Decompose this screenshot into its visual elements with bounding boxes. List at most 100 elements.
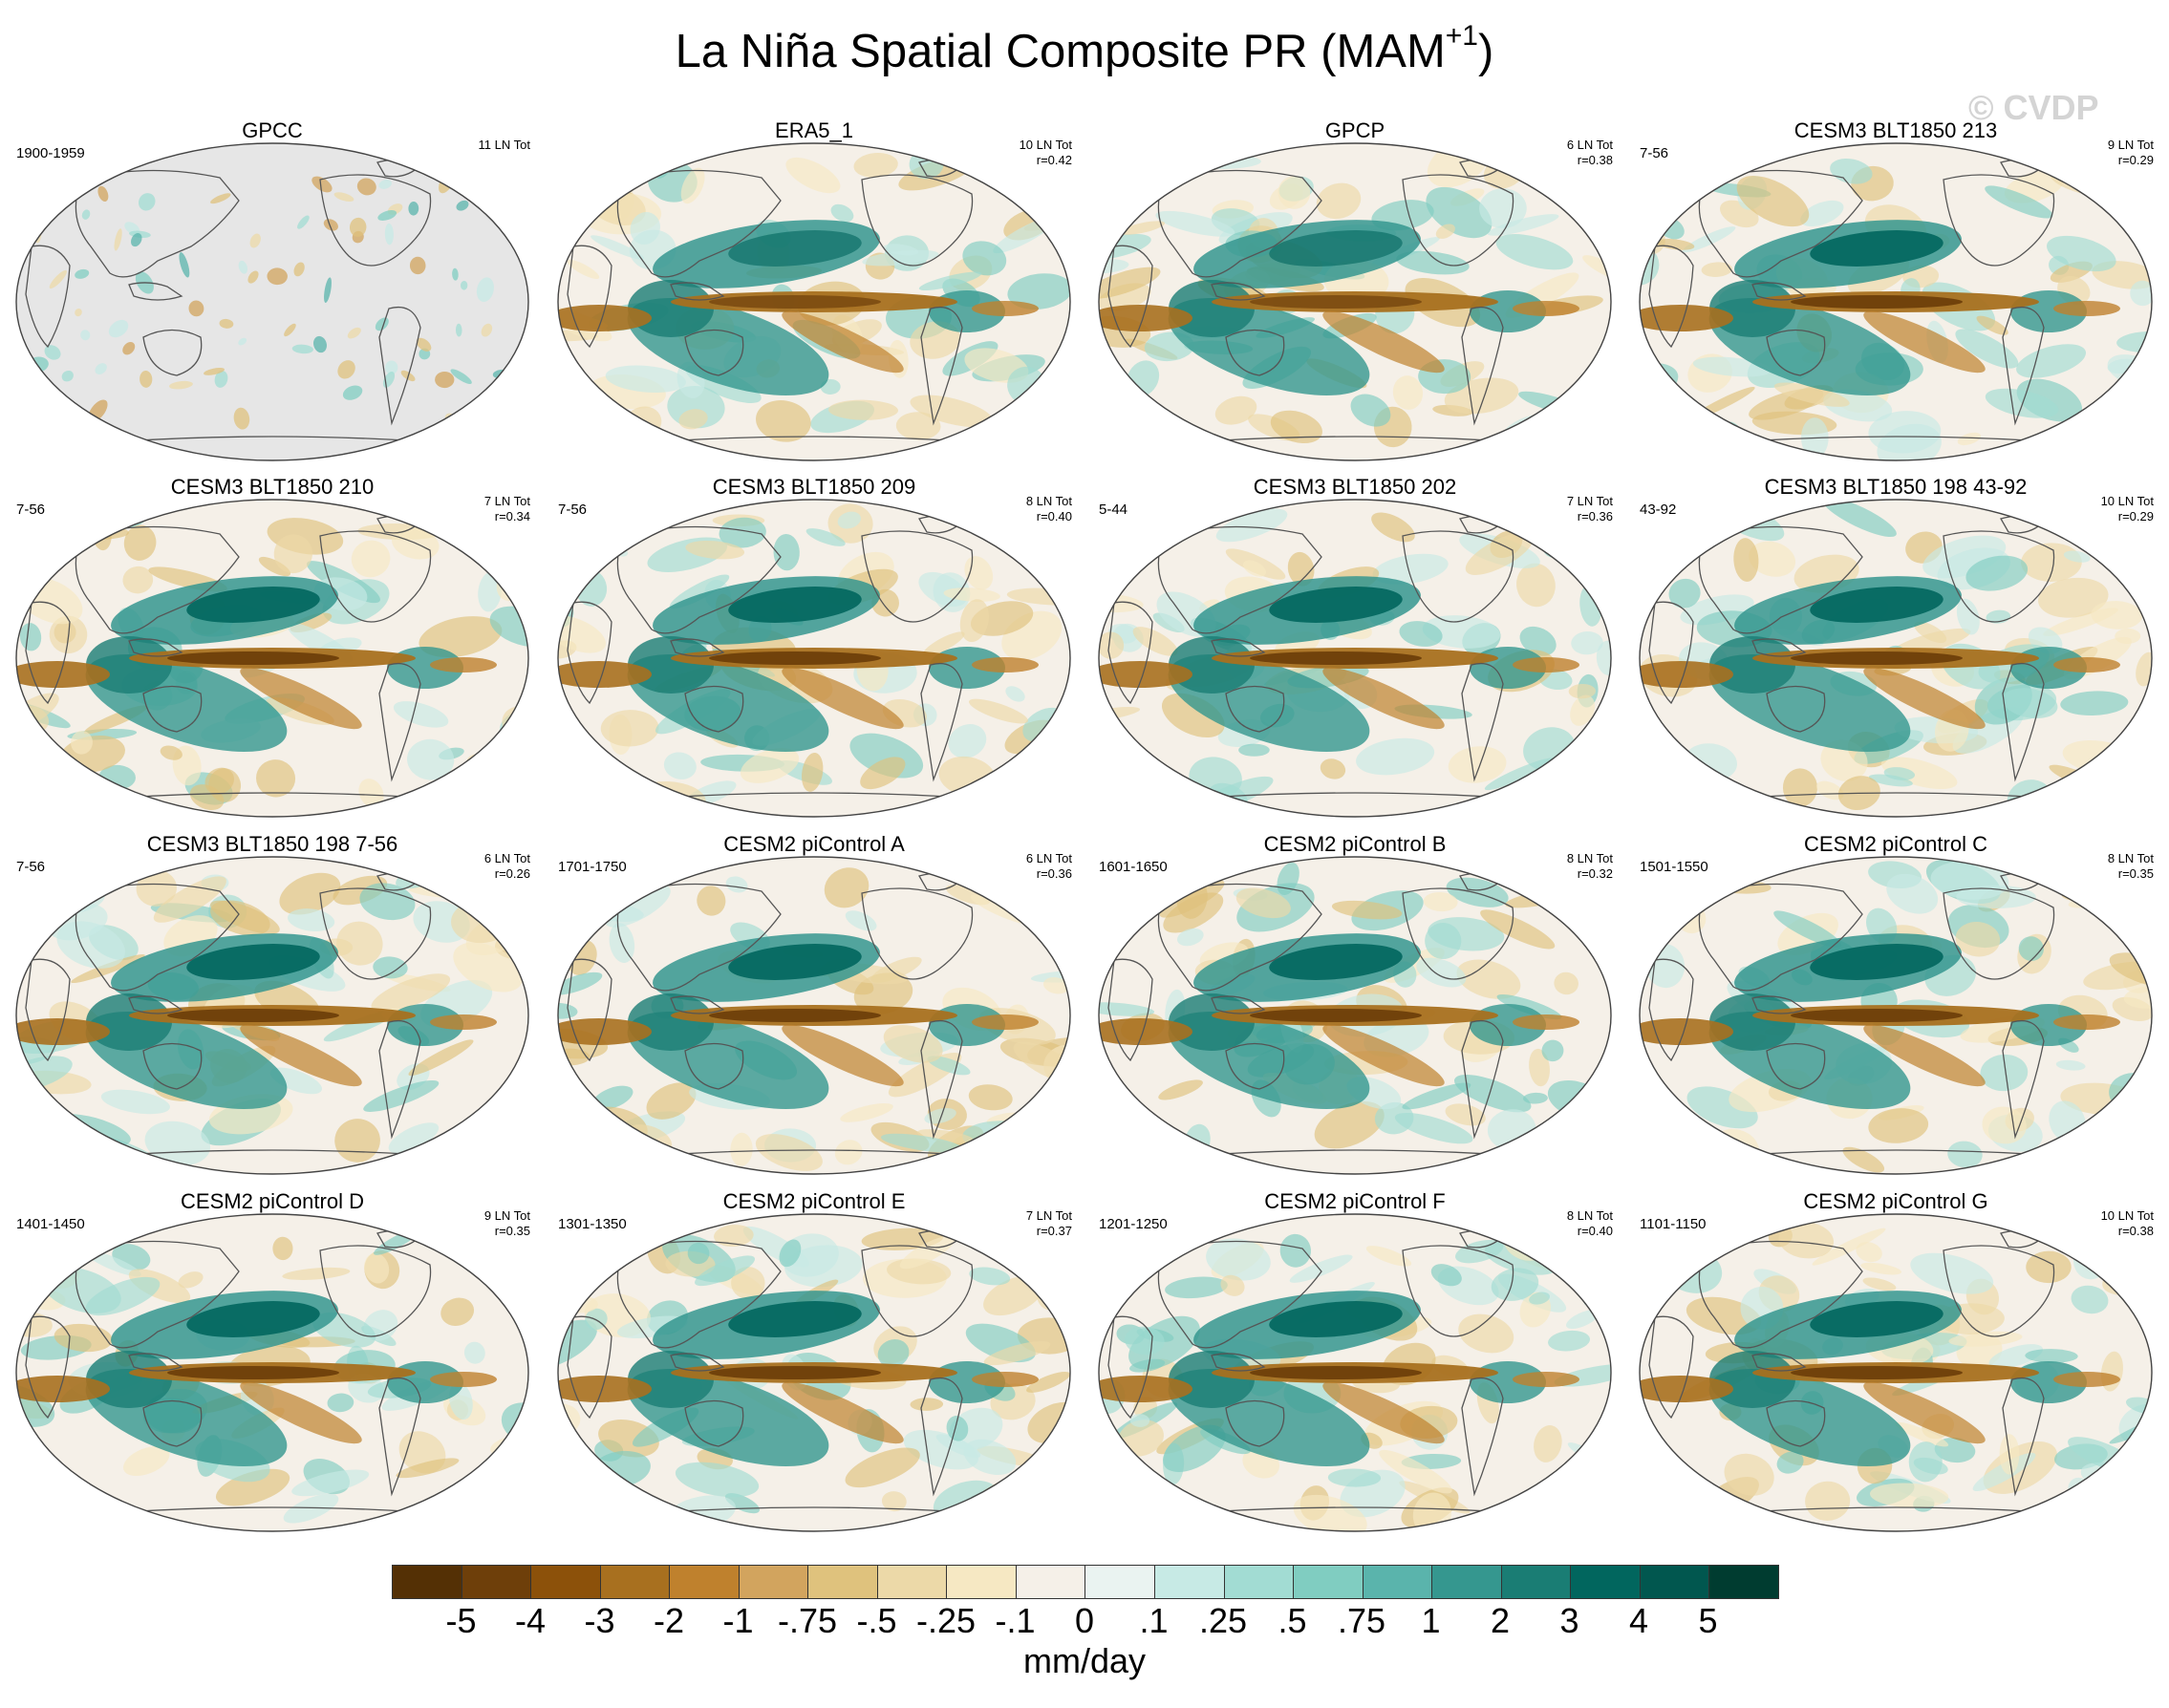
precip-anomaly-blob bbox=[784, 1245, 863, 1288]
panel-event-count: 10 LN Tot bbox=[1019, 138, 1072, 152]
panel-title: CESM3 BLT1850 202 bbox=[1253, 475, 1457, 499]
precip-anomaly-blob bbox=[719, 517, 766, 548]
colorbar-box-9 bbox=[1016, 1566, 1086, 1598]
colorbar-tick-label: -.75 bbox=[777, 1601, 838, 1640]
coastline-australia bbox=[142, 1042, 203, 1090]
precip-anomaly-blob bbox=[487, 1245, 528, 1262]
precip-anomaly-blob bbox=[44, 345, 61, 360]
precip-anomaly-blob bbox=[1103, 1135, 1164, 1163]
precip-anomaly-blob bbox=[385, 360, 398, 374]
precip-anomaly-blob bbox=[1453, 1075, 1532, 1113]
precip-anomaly-blob bbox=[56, 921, 125, 969]
precip-anomaly-blob bbox=[1099, 421, 1112, 460]
precip-anomaly-blob bbox=[1773, 910, 1842, 949]
dry-anomaly-spcz bbox=[782, 1024, 904, 1087]
coastline-africa bbox=[567, 1315, 612, 1420]
precip-anomaly-blob bbox=[396, 1458, 460, 1479]
precip-anomaly-blob bbox=[1868, 411, 1942, 454]
precip-anomaly-blob bbox=[785, 157, 841, 194]
precip-anomaly-blob bbox=[349, 217, 367, 237]
precip-anomaly-blob bbox=[179, 252, 190, 278]
precip-anomaly-blob bbox=[1563, 790, 1611, 811]
map-border bbox=[1639, 499, 2153, 818]
precip-anomaly-blob bbox=[347, 327, 361, 339]
precip-anomaly-blob bbox=[1132, 627, 1178, 656]
coastline-maritime bbox=[1211, 282, 1266, 301]
precip-anomaly-blob bbox=[2047, 235, 2116, 272]
dry-anomaly-atlantic bbox=[2053, 1014, 2120, 1030]
map-border bbox=[15, 142, 529, 461]
precip-anomaly-blob bbox=[204, 767, 235, 795]
colorbar-tick-label: -5 bbox=[445, 1601, 477, 1640]
precip-anomaly-blob bbox=[1578, 1473, 1607, 1513]
precip-anomaly-blob bbox=[756, 400, 811, 442]
map-border bbox=[1639, 142, 2153, 461]
panel-stats-label: 9 LN Tot r=0.35 bbox=[484, 1208, 530, 1239]
figure-title-close: ) bbox=[1477, 26, 1494, 77]
panel-correlation: r=0.29 bbox=[2117, 153, 2154, 167]
coastline-maritime bbox=[128, 1353, 183, 1372]
precip-anomaly-blob bbox=[89, 426, 111, 444]
precip-anomaly-blob bbox=[57, 1149, 78, 1165]
wet-anomaly-maritime bbox=[1709, 636, 1795, 694]
wet-anomaly-north-core bbox=[1810, 230, 1944, 267]
precip-anomaly-blob bbox=[2127, 749, 2152, 782]
precip-anomaly-blob bbox=[910, 1398, 944, 1411]
coastline-northAmerica bbox=[861, 174, 974, 267]
precip-anomaly-blob bbox=[258, 556, 291, 577]
precip-anomaly-blob bbox=[416, 337, 432, 352]
panel-correlation: r=0.35 bbox=[2117, 866, 2154, 881]
precip-anomaly-blob bbox=[2118, 1475, 2150, 1491]
wet-anomaly-maritime bbox=[1709, 993, 1795, 1051]
coastline-southAmerica bbox=[1461, 1377, 1504, 1497]
precip-anomaly-blob bbox=[144, 1121, 211, 1165]
precip-anomaly-blob bbox=[802, 752, 824, 792]
precip-anomaly-blob bbox=[1176, 928, 1204, 947]
precip-anomaly-blob bbox=[273, 534, 313, 574]
precip-anomaly-blob bbox=[407, 738, 455, 780]
precip-anomaly-blob bbox=[1577, 1121, 1611, 1161]
coastline-africa bbox=[25, 1315, 71, 1420]
map-border bbox=[557, 499, 1071, 818]
coastline-maritime bbox=[128, 995, 183, 1014]
precip-anomaly-blob bbox=[1456, 959, 1521, 999]
coastline-northAmerica bbox=[1943, 174, 2055, 267]
precip-anomaly-blob bbox=[1886, 873, 1939, 914]
precip-anomaly-blob bbox=[1270, 410, 1322, 444]
precip-anomaly-blob bbox=[1895, 1421, 1949, 1447]
coastline-africa bbox=[1648, 958, 1694, 1062]
precip-anomaly-blob bbox=[1822, 500, 1897, 537]
precip-anomaly-blob bbox=[2126, 188, 2152, 229]
precip-anomaly-blob bbox=[1570, 694, 1596, 726]
precip-anomaly-blob bbox=[1396, 250, 1470, 275]
precip-anomaly-blob bbox=[883, 1024, 943, 1063]
precip-anomaly-blob bbox=[1778, 1222, 1835, 1259]
precip-anomaly-blob bbox=[2038, 577, 2109, 618]
precip-anomaly-blob bbox=[2091, 601, 2143, 630]
colorbar-box-0 bbox=[393, 1566, 462, 1598]
map-panel bbox=[557, 499, 1071, 818]
dry-anomaly-equatorial-core bbox=[709, 1009, 881, 1022]
precip-anomaly-blob bbox=[1034, 905, 1069, 937]
precip-anomaly-blob bbox=[1416, 957, 1467, 988]
precip-anomaly-blob bbox=[291, 344, 313, 354]
wet-anomaly-north-core bbox=[1269, 587, 1403, 623]
precip-anomaly-blob bbox=[1445, 1103, 1486, 1126]
colorbar-box-13 bbox=[1294, 1566, 1364, 1598]
dry-anomaly-atlantic bbox=[1513, 657, 1579, 673]
panel-years-label: 43-92 bbox=[1640, 502, 1677, 518]
dry-anomaly-atlantic bbox=[430, 1372, 497, 1387]
precip-anomaly-blob bbox=[1567, 1442, 1611, 1473]
wet-anomaly-maritime bbox=[628, 280, 714, 337]
map-border bbox=[15, 1213, 529, 1532]
coastline-africa bbox=[1648, 245, 1694, 349]
panel-correlation: r=0.26 bbox=[494, 866, 530, 881]
precip-anomaly-blob bbox=[435, 371, 455, 389]
precip-anomaly-blob bbox=[291, 1469, 370, 1497]
precip-anomaly-blob bbox=[1277, 862, 1299, 896]
precip-anomaly-blob bbox=[740, 748, 800, 783]
precip-anomaly-blob bbox=[1773, 382, 1850, 407]
coastline-southAmerica bbox=[2002, 1019, 2045, 1140]
map-border bbox=[557, 142, 1071, 461]
dry-anomaly-equatorial-core bbox=[1250, 651, 1422, 665]
